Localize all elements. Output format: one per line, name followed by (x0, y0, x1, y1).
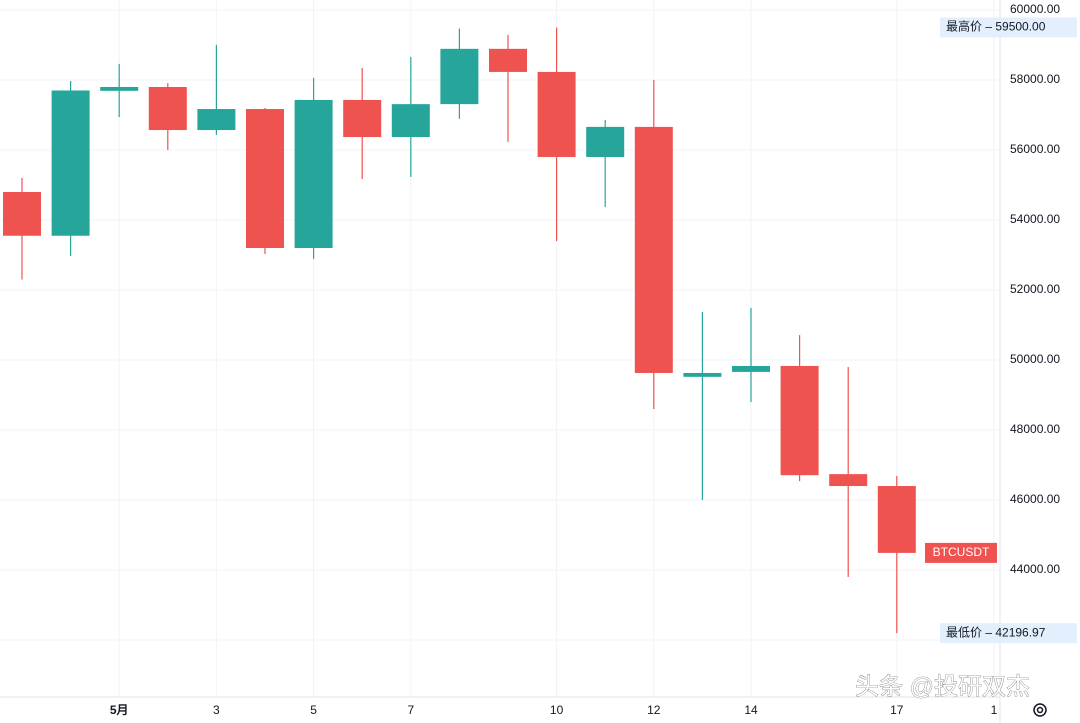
settings-icon[interactable] (1033, 703, 1047, 717)
candle-body (391, 104, 430, 138)
candle-body (829, 474, 868, 487)
price-marker-label: 最高价 – 59500.00 (946, 19, 1046, 34)
x-tick-label: 3 (213, 703, 220, 717)
x-tick-label: 5 (310, 703, 317, 717)
candle-body (440, 48, 479, 105)
candle-body (343, 99, 382, 138)
last-price-label: BTCUSDT (933, 545, 990, 559)
candle-body (489, 48, 527, 72)
last-price-box (925, 542, 997, 563)
candle-body (537, 71, 576, 157)
settings-hub (1036, 706, 1044, 714)
settings-ring (1033, 703, 1047, 717)
candle-body (246, 109, 284, 249)
candle-body (732, 365, 770, 372)
price-marker-label: 最低价 – 42196.97 (946, 625, 1046, 639)
y-tick-label: 44000.00 (1010, 562, 1060, 576)
x-tick-label: 1 (991, 703, 998, 717)
y-tick-label: 50000.00 (1010, 352, 1060, 366)
x-tick-label: 7 (407, 703, 414, 717)
candle-body (294, 99, 333, 249)
x-tick-label: 5月 (110, 703, 129, 717)
y-tick-label: 46000.00 (1010, 492, 1060, 506)
y-tick-label: 60000.00 (1010, 2, 1060, 16)
candle-body (100, 86, 139, 91)
candle-body (877, 486, 916, 553)
candle-body (683, 372, 722, 377)
x-tick-label: 17 (890, 703, 904, 717)
watermark: 头条 @投研双杰 (855, 673, 1030, 700)
x-tick-label: 14 (744, 703, 758, 717)
candle-body (780, 365, 819, 476)
candle-body (634, 126, 673, 373)
candle-body (148, 86, 187, 131)
x-tick-label: 12 (647, 703, 661, 717)
candle-body (586, 126, 625, 157)
y-tick-label: 48000.00 (1010, 422, 1060, 436)
candle-body (51, 90, 90, 236)
y-tick-label: 52000.00 (1010, 282, 1060, 296)
candle-body (3, 191, 41, 236)
price-marker-box (940, 17, 1077, 38)
x-tick-label: 10 (550, 703, 564, 717)
y-tick-label: 54000.00 (1010, 212, 1060, 226)
candle-body (197, 109, 236, 131)
price-marker-box (940, 623, 1077, 644)
y-tick-label: 56000.00 (1010, 142, 1060, 156)
y-tick-label: 58000.00 (1010, 72, 1060, 86)
